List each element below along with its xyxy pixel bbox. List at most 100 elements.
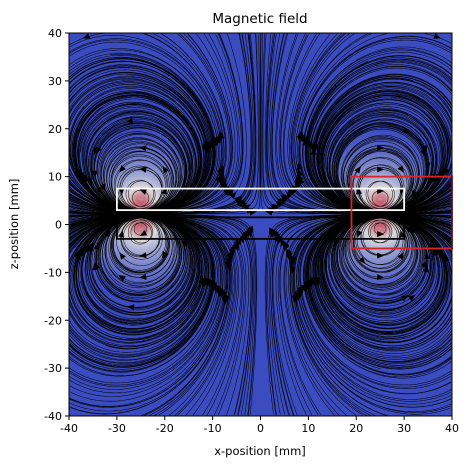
magnet-rectangle [115, 187, 406, 212]
x-tick-label-7: 30 [397, 422, 411, 435]
streamline-arrow-277 [397, 252, 404, 260]
streamline-arrow-225 [276, 198, 285, 205]
streamline-arrow-198 [284, 243, 290, 252]
streamline-arrow-61 [139, 252, 147, 259]
streamline-arrow-115 [207, 280, 214, 288]
streamline-arrow-313 [444, 254, 450, 263]
y-tick-label-4: 0 [55, 219, 62, 232]
streamline-arrow-60 [139, 273, 147, 280]
streamline-arrow-244 [356, 187, 362, 195]
streamline-arrow-17 [82, 33, 91, 39]
streamline-arrow-283 [421, 145, 427, 153]
streamline-arrow-129 [229, 245, 236, 254]
x-tick-label-0: -40 [60, 422, 78, 435]
streamline-arrow-279 [287, 189, 295, 197]
streamline-arrow-132 [225, 262, 232, 270]
streamline-arrow-102 [86, 177, 92, 185]
streamline-arrow-282 [392, 204, 401, 210]
streamline-arrow-263 [377, 166, 385, 173]
streamline-arrow-275 [422, 264, 429, 273]
streamline-arrow-265 [420, 149, 426, 157]
streamline-arrow-122 [216, 134, 223, 142]
streamline-arrow-77 [181, 239, 187, 248]
y-tick-label-2: -20 [44, 314, 62, 327]
streamline-arrow-152 [246, 228, 252, 237]
streamline-arrow-240 [405, 225, 413, 233]
streamline-arrow-296 [433, 248, 439, 257]
y-tick-label-3: -10 [44, 266, 62, 279]
streamline-arrow-312 [439, 250, 445, 259]
streamline-arrow-78 [104, 229, 111, 238]
streamline-arrow-251 [296, 168, 303, 176]
streamline-arrow-80 [162, 251, 168, 259]
streamline-arrow-316 [298, 177, 305, 185]
streamline-arrow-120 [205, 142, 211, 150]
streamline-arrow-59 [93, 261, 100, 269]
streamline-arrow-116 [222, 296, 229, 305]
x-axis-label: x-position [mm] [214, 444, 306, 458]
streamline-arrow-98 [74, 249, 81, 257]
y-axis-ticks: -40 -30 -20 -10 0 10 20 30 40 [44, 27, 69, 423]
streamline-arrow-260 [377, 231, 385, 238]
y-axis-label: z-position [mm] [7, 179, 21, 270]
streamline-arrow-139 [219, 178, 226, 187]
streamline-arrow-197 [285, 191, 293, 199]
streamline-arrow-295 [409, 226, 417, 235]
streamline-arrow-47 [119, 165, 126, 173]
streamline-arrow-71 [218, 131, 225, 139]
streamline-arrow-123 [217, 172, 224, 181]
streamline-arrow-239 [408, 294, 416, 302]
streamline-arrow-305 [297, 130, 304, 139]
streamline-arrow-153 [249, 209, 257, 216]
streamline-arrow-161 [240, 202, 248, 209]
streamline-arrow-29 [112, 200, 120, 207]
streamline-arrow-308 [300, 284, 307, 292]
streamline-arrow-67 [95, 146, 102, 155]
chart-title: Magnetic field [212, 11, 307, 27]
x-tick-label-3: -10 [204, 422, 222, 435]
x-tick-label-8: 40 [445, 422, 459, 435]
streamline-arrow-233 [295, 177, 302, 186]
streamline-arrow-92 [219, 290, 226, 299]
streamline-arrow-262 [377, 188, 385, 195]
streamline-arrow-181 [280, 239, 287, 248]
streamline-arrow-222 [334, 239, 340, 247]
y-tick-label-7: 30 [48, 75, 62, 88]
x-tick-label-1: -30 [108, 422, 126, 435]
streamline-arrow-245 [354, 166, 361, 174]
streamline-arrow-323 [433, 33, 441, 39]
streamline-arrow-170 [270, 230, 277, 238]
streamline-arrow-66 [139, 145, 147, 152]
streamline-arrow-306 [291, 295, 298, 303]
streamline-arrow-63 [204, 145, 211, 153]
plot-area [69, 33, 453, 416]
streamline-arrow-234 [288, 261, 295, 270]
streamline-arrow-320 [310, 142, 317, 150]
streamline-arrow-133 [226, 253, 232, 262]
streamline-arrow-257 [421, 260, 428, 268]
streamline-arrow-103 [76, 172, 83, 181]
streamline-arrow-24 [93, 242, 100, 251]
y-tick-label-6: 20 [48, 123, 62, 136]
streamline-arrow-227 [402, 127, 410, 134]
streamline-arrow-261 [310, 147, 317, 155]
streamline-arrow-223 [400, 295, 409, 302]
y-tick-label-8: 40 [48, 27, 62, 40]
streamline-arrow-44 [118, 230, 124, 238]
streamline-arrow-65 [139, 166, 147, 173]
streamline-arrow-93 [211, 283, 218, 292]
streamline-arrow-259 [377, 252, 385, 259]
y-tick-label-5: 10 [48, 171, 62, 184]
x-tick-label-6: 20 [349, 422, 363, 435]
streamline-arrow-241 [358, 256, 366, 264]
streamline-arrow-101 [125, 117, 134, 124]
streamline-arrow-310 [311, 278, 318, 287]
streamline-arrow-84 [99, 183, 106, 191]
streamline-arrow-281 [397, 165, 405, 173]
streamline-arrow-118 [217, 165, 223, 174]
streamline-arrow-62 [139, 230, 148, 236]
x-tick-label-5: 10 [301, 422, 315, 435]
streamline-arrow-216 [287, 251, 293, 260]
streamline-arrow-264 [377, 145, 385, 151]
